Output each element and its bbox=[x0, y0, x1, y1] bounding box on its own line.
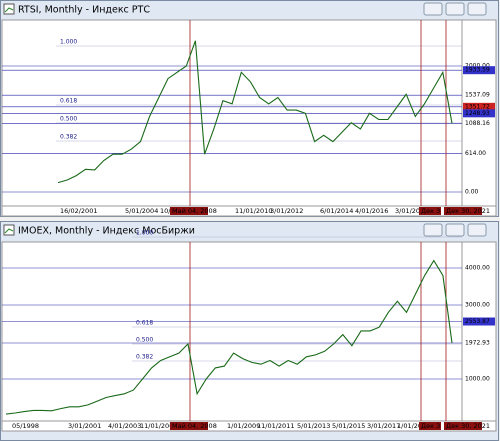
window-max-button[interactable] bbox=[445, 223, 465, 237]
price-label-box bbox=[463, 119, 495, 128]
price-line bbox=[57, 40, 453, 184]
date-label: 16/02/2001 bbox=[60, 207, 97, 215]
date-label: 4/01/2003 bbox=[108, 422, 141, 430]
marker-box bbox=[419, 207, 441, 215]
window-close-button[interactable] bbox=[467, 223, 487, 237]
date-label: 3/01/2019 bbox=[395, 207, 428, 215]
price-label: 1248.93 bbox=[465, 110, 490, 117]
chart-icon bbox=[3, 224, 15, 236]
marker-label: Дек 3 bbox=[421, 422, 440, 430]
date-label: 3/01/2001 bbox=[68, 422, 101, 430]
chart-icon-line bbox=[4, 7, 14, 13]
chart-icon bbox=[3, 3, 15, 15]
price-label-box bbox=[463, 264, 495, 272]
price-label: 1351.72 bbox=[465, 103, 490, 110]
fib-label: 1.000 bbox=[136, 230, 153, 237]
chart-area bbox=[1, 19, 463, 207]
price-label-box bbox=[463, 66, 495, 75]
marker-box bbox=[444, 207, 482, 215]
price-label: 2553.87 bbox=[465, 318, 490, 325]
price-label: 1537.09 bbox=[465, 92, 490, 99]
marker-label: Дек 30, 2021 bbox=[446, 422, 490, 430]
window-min-button[interactable] bbox=[423, 223, 443, 237]
price-label-box bbox=[463, 339, 495, 348]
date-label: 6/01/2014 bbox=[320, 207, 353, 215]
date-label: 11/01/2011 bbox=[257, 422, 294, 430]
fib-label: 0.618 bbox=[60, 98, 77, 105]
window-max-button[interactable] bbox=[445, 2, 465, 16]
marker-box bbox=[170, 207, 208, 215]
date-label: 4/01/2016 bbox=[355, 207, 388, 215]
marker-label: Дек 3 bbox=[421, 207, 440, 215]
price-label: 1972.93 bbox=[465, 340, 490, 347]
window-title: RTSI, Monthly - Индекс РТС bbox=[18, 5, 150, 16]
window-title: IMOEX, Monthly - Индекс МосБиржи bbox=[18, 226, 195, 237]
fib-label: 0.618 bbox=[136, 320, 153, 327]
price-label: 1000.00 bbox=[465, 376, 490, 383]
price-label: 1088.16 bbox=[465, 120, 490, 127]
price-label-box bbox=[463, 149, 495, 158]
fib-label: 0.500 bbox=[60, 116, 77, 123]
price-label-box bbox=[463, 102, 495, 111]
fib-label: 1.000 bbox=[60, 39, 77, 46]
fib-label: 0.382 bbox=[60, 134, 77, 141]
price-label: 4000.00 bbox=[465, 265, 490, 272]
date-label: 5/01/2013 bbox=[297, 422, 330, 430]
price-label: 614.00 bbox=[465, 150, 486, 157]
marker-box bbox=[419, 422, 441, 430]
price-label: 1933.59 bbox=[465, 67, 490, 74]
date-label: 3/01/2017 bbox=[367, 422, 400, 430]
price-label: 3000.00 bbox=[465, 302, 490, 309]
price-label-box bbox=[463, 188, 495, 196]
date-label: 3/01/2012 bbox=[270, 207, 303, 215]
marker-label: Май 04, 2008 bbox=[172, 422, 217, 430]
chart-area bbox=[1, 241, 463, 422]
window-close-button[interactable] bbox=[467, 2, 487, 16]
date-label: 1/01/2019 bbox=[397, 422, 430, 430]
price-label: 2000.00 bbox=[465, 63, 490, 70]
price-label-box bbox=[463, 91, 495, 100]
price-label-box bbox=[463, 317, 495, 326]
chart-icon-line bbox=[4, 228, 14, 234]
price-label: 0.00 bbox=[465, 189, 479, 196]
date-label: 5/01/2015 bbox=[332, 422, 365, 430]
marker-box bbox=[170, 422, 208, 430]
date-axis bbox=[1, 205, 497, 217]
date-label: 11/01/2005 bbox=[140, 422, 177, 430]
date-label: 1/01/2009 bbox=[227, 422, 260, 430]
fib-label: 0.500 bbox=[136, 337, 153, 344]
date-label: 11/01/2010 bbox=[235, 207, 272, 215]
marker-box bbox=[444, 422, 482, 430]
price-line bbox=[5, 259, 453, 415]
fib-label: 0.382 bbox=[136, 354, 153, 361]
date-label: 05/1998 bbox=[12, 422, 39, 430]
price-label-box bbox=[463, 109, 495, 118]
price-label-box bbox=[463, 375, 495, 383]
marker-label: Дек 30, 2021 bbox=[446, 207, 490, 215]
marker-label: Май 04, 2008 bbox=[172, 207, 217, 215]
date-axis bbox=[1, 420, 497, 432]
window-min-button[interactable] bbox=[423, 2, 443, 16]
date-label: 5/01/2004 bbox=[125, 207, 158, 215]
price-label-box bbox=[463, 301, 495, 309]
price-label-box bbox=[463, 62, 495, 70]
chart-window: RTSI, Monthly - Индекс РТС 1.000 0.618 0.50… bbox=[0, 0, 499, 217]
